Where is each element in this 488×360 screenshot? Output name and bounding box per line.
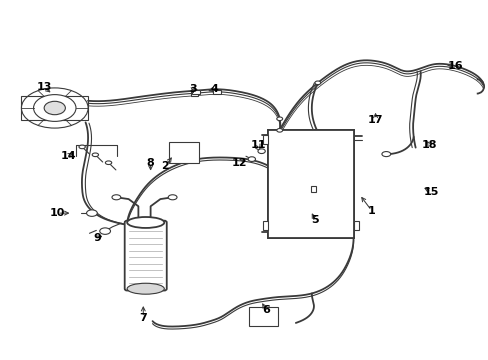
Text: 2: 2: [161, 161, 169, 171]
Text: 10: 10: [50, 208, 65, 218]
Text: 14: 14: [61, 150, 76, 161]
Bar: [249, 307, 277, 326]
Text: 6: 6: [262, 305, 270, 315]
Ellipse shape: [100, 228, 110, 234]
Bar: [267, 130, 353, 238]
Text: 4: 4: [210, 84, 218, 94]
Text: 11: 11: [250, 140, 265, 150]
Text: 5: 5: [311, 215, 319, 225]
Ellipse shape: [127, 283, 164, 294]
Text: 8: 8: [146, 158, 154, 168]
Ellipse shape: [168, 195, 177, 200]
Bar: [168, 142, 199, 163]
Ellipse shape: [127, 217, 164, 228]
Ellipse shape: [79, 145, 85, 149]
Ellipse shape: [34, 95, 76, 121]
Text: 7: 7: [139, 312, 147, 323]
Ellipse shape: [112, 195, 121, 200]
Bar: [191, 90, 199, 94]
Text: 1: 1: [367, 206, 375, 216]
Ellipse shape: [314, 81, 320, 85]
Ellipse shape: [248, 157, 255, 161]
Ellipse shape: [276, 117, 282, 121]
Text: 13: 13: [36, 82, 52, 92]
Ellipse shape: [191, 89, 197, 93]
Ellipse shape: [92, 153, 98, 157]
Ellipse shape: [86, 210, 97, 216]
Bar: [21, 96, 88, 120]
Text: 17: 17: [367, 114, 383, 125]
Ellipse shape: [105, 161, 111, 165]
Text: 16: 16: [447, 60, 463, 71]
Text: 3: 3: [189, 84, 197, 94]
Ellipse shape: [258, 149, 265, 153]
Text: 12: 12: [231, 158, 247, 168]
Ellipse shape: [381, 152, 390, 157]
Text: 15: 15: [423, 186, 438, 197]
Bar: [353, 221, 359, 230]
Text: 9: 9: [93, 233, 101, 243]
Bar: [213, 90, 221, 94]
FancyBboxPatch shape: [124, 221, 166, 291]
Ellipse shape: [44, 101, 65, 115]
Bar: [191, 91, 198, 96]
Ellipse shape: [276, 129, 282, 132]
Bar: [263, 221, 267, 230]
Bar: [311, 186, 316, 192]
Ellipse shape: [21, 88, 88, 128]
Bar: [263, 135, 267, 144]
Text: 18: 18: [421, 140, 436, 150]
Ellipse shape: [212, 89, 218, 93]
